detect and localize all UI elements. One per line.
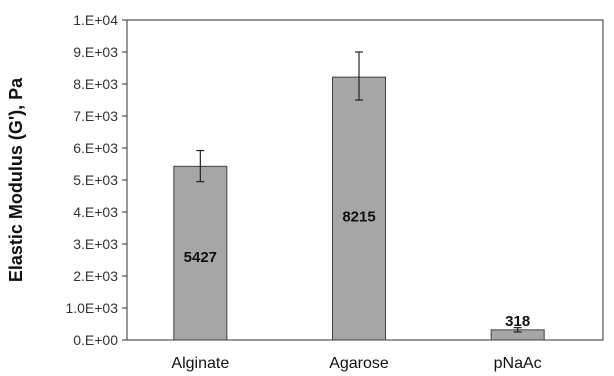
- y-tick-label: 2.E+03: [73, 268, 118, 284]
- x-category-label: Agarose: [329, 355, 389, 372]
- y-tick-label: 1.0E+03: [65, 300, 118, 316]
- bars: [173, 76, 545, 341]
- data-label-pnaac: 318: [505, 313, 530, 330]
- x-axis-categories: Alginate Agarose pNaAc: [171, 355, 541, 372]
- error-bars: [196, 51, 522, 333]
- y-tick-label: 0.E+00: [73, 332, 118, 348]
- bar-agarose: [332, 76, 386, 341]
- y-axis-label: Elastic Modulus (G'), Pa: [6, 77, 26, 282]
- data-label-alginate: 5427: [184, 249, 217, 266]
- y-tick-label: 4.E+03: [73, 204, 118, 220]
- y-tick-label: 5.E+03: [73, 172, 118, 188]
- x-category-label: Alginate: [171, 355, 229, 372]
- y-tick-label: 3.E+03: [73, 236, 118, 252]
- data-labels: 5427 8215 318: [184, 209, 531, 330]
- y-tick-label: 6.E+03: [73, 140, 118, 156]
- y-tick-label: 1.E+04: [73, 12, 118, 28]
- y-axis-ticks: 0.E+00 1.0E+03 2.E+03 3.E+03 4.E+03 5.E+03 6.E…: [65, 12, 127, 348]
- y-tick-label: 8.E+03: [73, 76, 118, 92]
- bar-alginate: [173, 165, 228, 341]
- y-tick-label: 7.E+03: [73, 108, 118, 124]
- x-category-label: pNaAc: [494, 355, 542, 372]
- y-tick-label: 9.E+03: [73, 44, 118, 60]
- data-label-agarose: 8215: [342, 209, 375, 226]
